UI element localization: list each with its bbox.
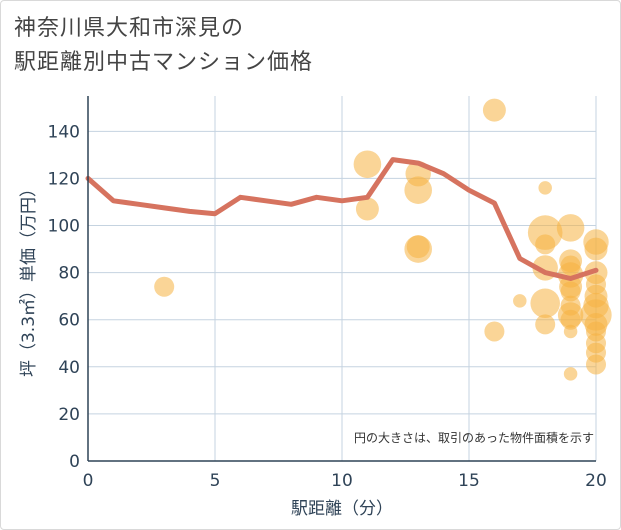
bubble-point <box>560 309 581 330</box>
average-price-line <box>85 157 599 281</box>
y-tick-label: 100 <box>48 217 80 237</box>
x-tick-label: 0 <box>83 471 94 491</box>
y-tick-label: 20 <box>58 405 80 425</box>
y-tick-label: 60 <box>58 311 80 331</box>
x-tick-label: 15 <box>458 471 480 491</box>
chart-title: 神奈川県大和市深見の 駅距離別中古マンション価格 <box>14 12 313 80</box>
y-tick-label: 140 <box>48 122 80 142</box>
bubble-point <box>535 234 556 255</box>
x-tick-label: 5 <box>210 471 221 491</box>
bubble-point <box>563 324 578 339</box>
bubble-point <box>563 367 578 381</box>
bubble-point <box>482 98 506 122</box>
bubble-point <box>584 237 608 261</box>
y-tick-label: 0 <box>69 452 80 472</box>
bubble-point <box>560 281 581 302</box>
bubble-point <box>355 197 379 221</box>
bubble-point <box>535 314 556 335</box>
y-tick-label: 120 <box>48 169 80 189</box>
bubble-point <box>353 150 382 179</box>
bubble-point <box>154 276 175 297</box>
bubble-point <box>538 181 552 195</box>
y-tick-label: 40 <box>58 358 80 378</box>
bubble-point <box>484 321 505 342</box>
bubble-point <box>404 176 432 204</box>
chart-title-line-1: 神奈川県大和市深見の <box>14 16 245 41</box>
bubble-point <box>556 214 585 242</box>
bubble-point <box>585 354 607 375</box>
x-tick-label: 20 <box>585 471 607 491</box>
y-tick-label: 80 <box>58 264 80 284</box>
x-tick-label: 10 <box>331 471 353 491</box>
chart-title-line-2: 駅距離別中古マンション価格 <box>14 50 314 75</box>
bubble-size-note: 円の大きさは、取引のあった物件面積を示す <box>354 430 594 445</box>
bubble-point <box>406 235 430 259</box>
x-axis-label: 駅距離（分） <box>291 499 393 519</box>
y-axis-label: 坪（3.3㎡）単価（万円） <box>19 180 39 377</box>
bubble-point <box>513 294 527 308</box>
bubble-point <box>530 288 560 318</box>
